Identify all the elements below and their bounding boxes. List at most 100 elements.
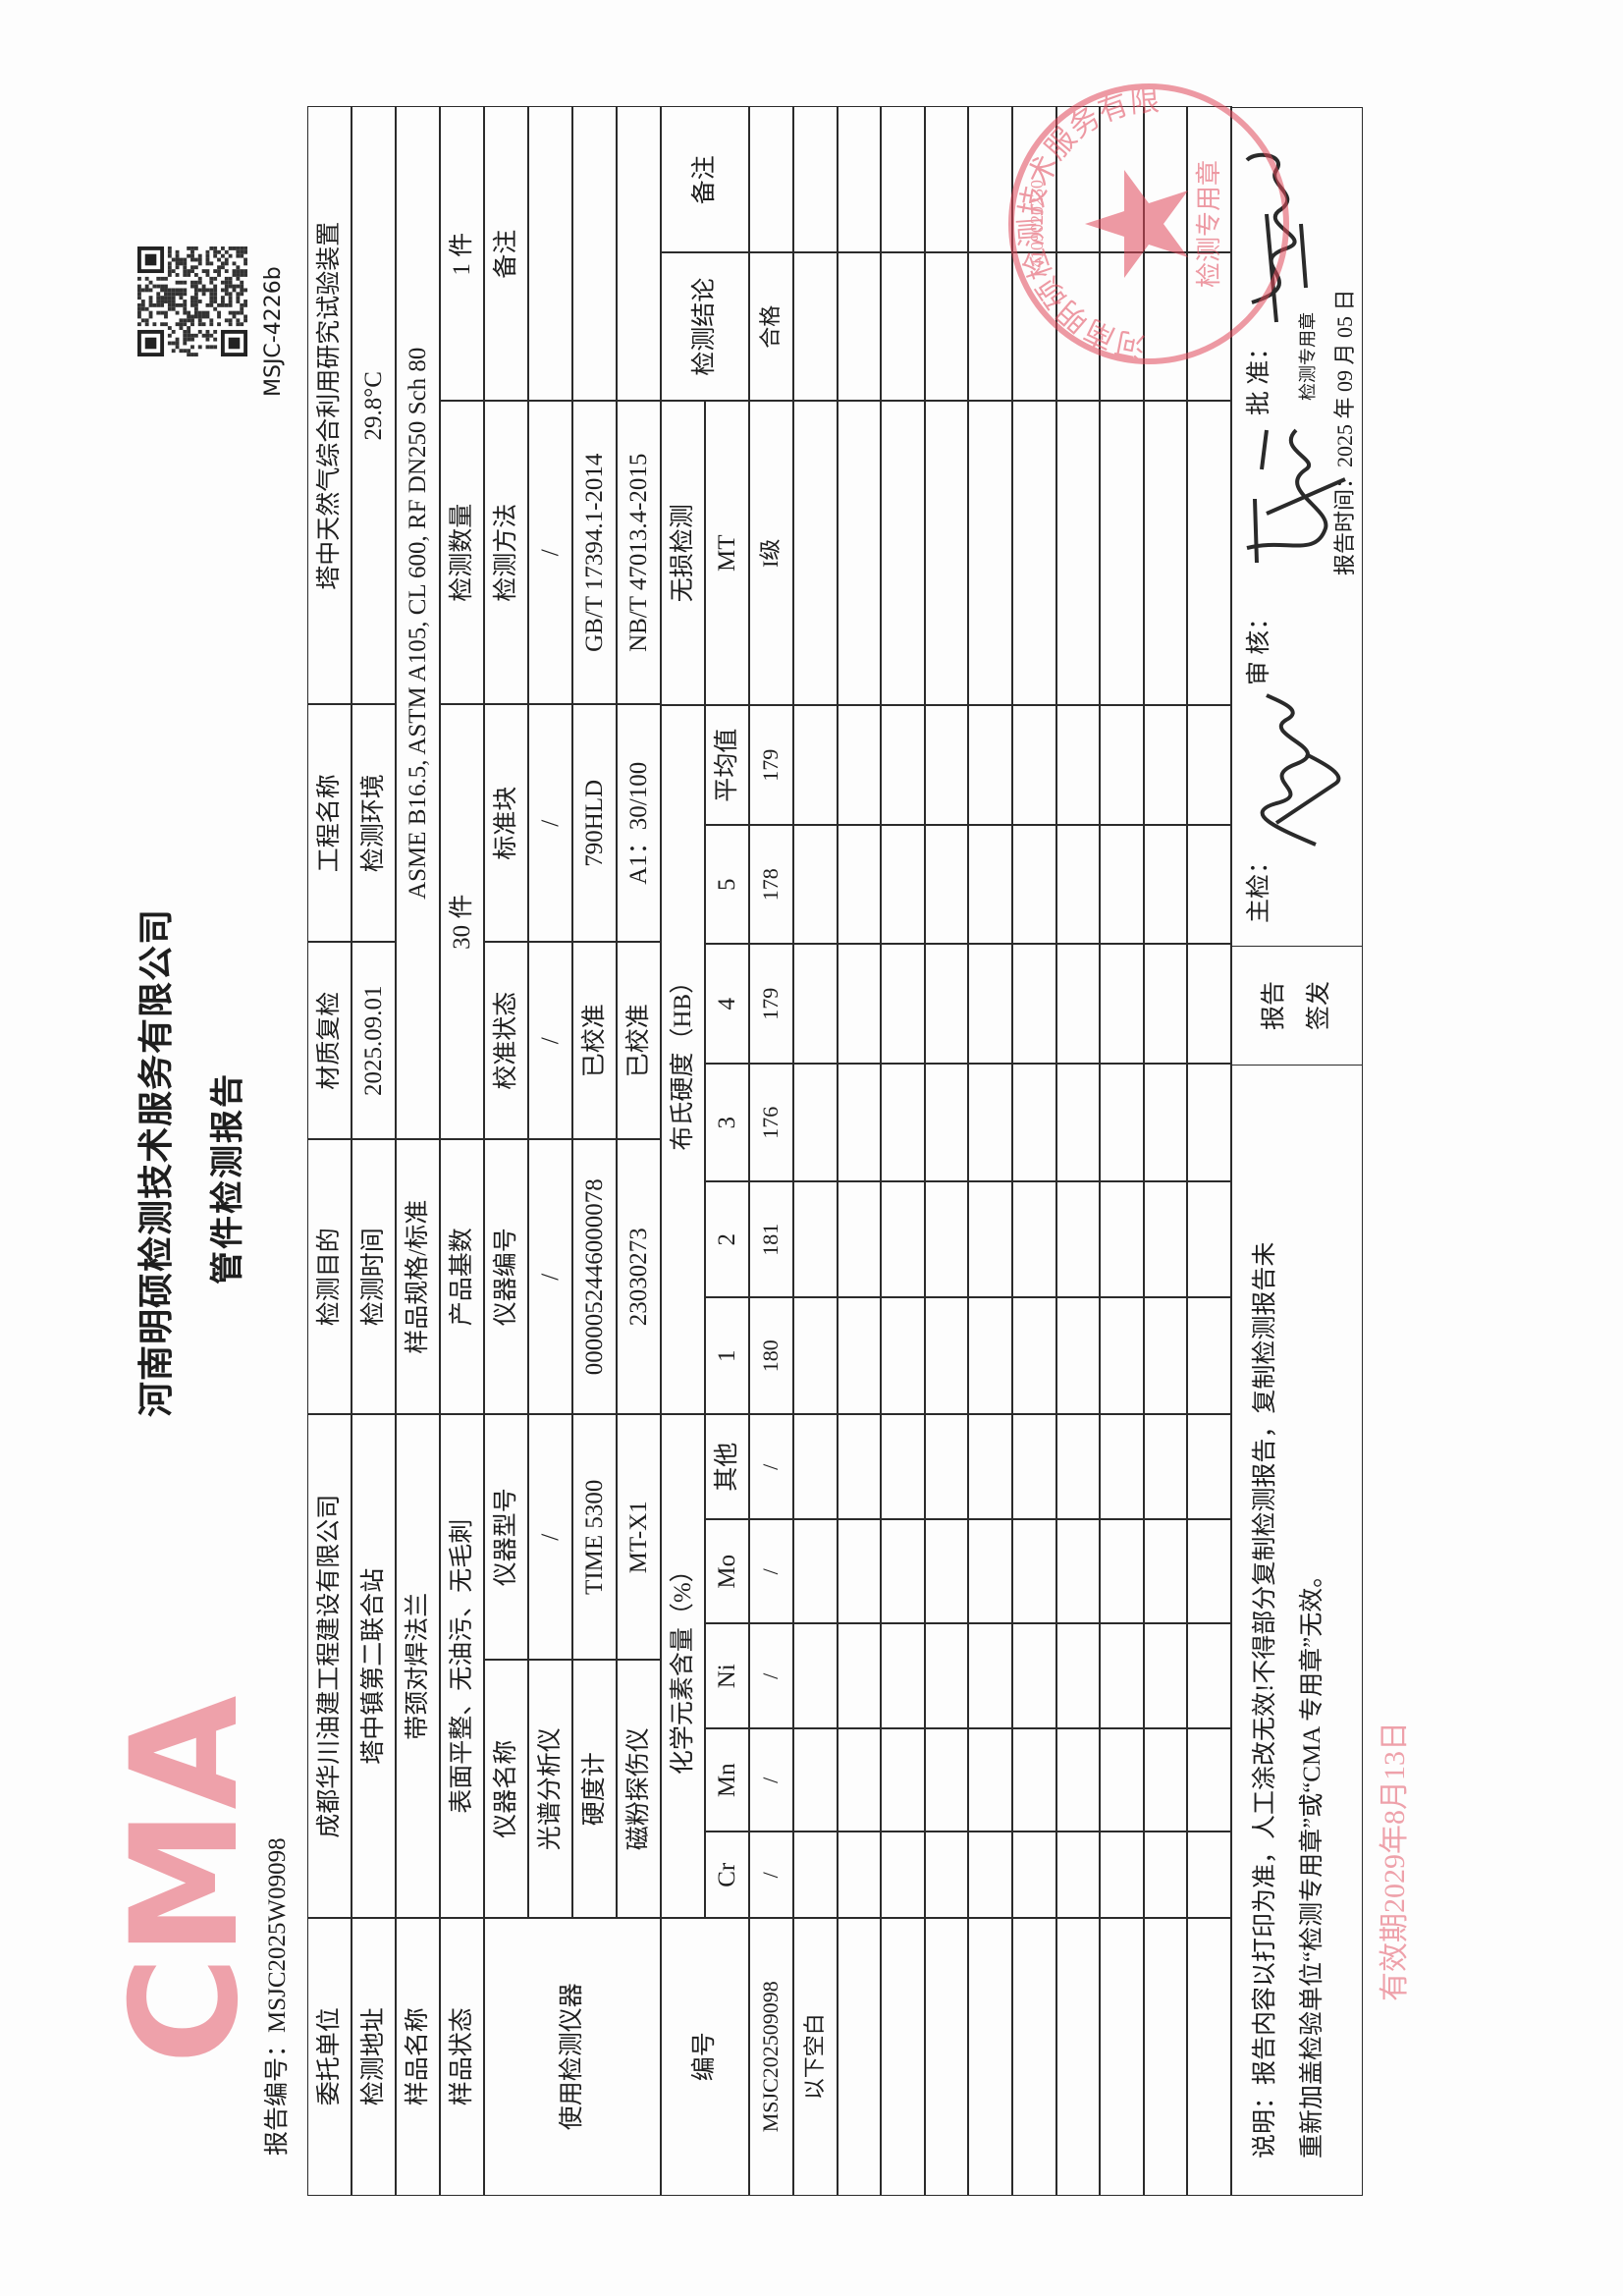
environment-label: 检测环境 bbox=[351, 703, 397, 943]
hardness-subheader: 5 bbox=[704, 824, 750, 945]
empty-cell bbox=[880, 1727, 926, 1832]
empty-cell bbox=[1011, 400, 1057, 706]
empty-cell bbox=[1099, 106, 1145, 253]
empty-cell bbox=[1143, 704, 1188, 826]
empty-cell bbox=[880, 1622, 926, 1729]
empty-cell bbox=[1055, 1413, 1101, 1520]
issue-label-2: 签发 bbox=[1305, 981, 1332, 1031]
empty-cell bbox=[924, 1622, 969, 1729]
empty-cell bbox=[837, 824, 882, 945]
end-note: 以下空白 bbox=[792, 1917, 839, 2196]
empty-cell bbox=[1011, 1518, 1057, 1624]
instrument-cell: / bbox=[527, 703, 573, 943]
empty-cell bbox=[1186, 106, 1232, 253]
empty-cell bbox=[1011, 106, 1057, 253]
empty-cell bbox=[1055, 400, 1101, 706]
empty-cell bbox=[924, 824, 969, 945]
base-qty-label: 产品基数 bbox=[439, 1138, 485, 1415]
inspector-label: 主检： bbox=[1246, 848, 1272, 923]
empty-cell bbox=[1055, 251, 1101, 402]
cma-lettering: CMA bbox=[100, 1696, 271, 2064]
instrument-cell: TIME 5300 bbox=[571, 1413, 618, 1661]
chem-value: / bbox=[748, 1413, 794, 1520]
empty-cell bbox=[1055, 943, 1101, 1065]
sample-name-label: 样品名称 bbox=[395, 1917, 441, 2196]
empty-cell bbox=[924, 1727, 969, 1832]
empty-cell bbox=[792, 1622, 839, 1729]
instrument-cell: 光谱分析仪 bbox=[527, 1659, 573, 1919]
instrument-header: 仪器编号 bbox=[483, 1138, 529, 1415]
empty-cell bbox=[792, 1296, 839, 1415]
reviewer-label: 审 核： bbox=[1246, 605, 1272, 685]
instrument-cell: MT-X1 bbox=[616, 1413, 662, 1661]
issue-label-cell: 报告 签发 bbox=[1230, 946, 1363, 1066]
base-qty-value: 30 件 bbox=[439, 703, 485, 1140]
note-line-1: 说明：报告内容以打印为准，人工涂改无效!不得部分复制检测报告，复制检测报告未 bbox=[1252, 1241, 1278, 2159]
empty-cell bbox=[967, 1831, 1013, 1919]
empty-cell bbox=[1011, 1917, 1057, 2196]
empty-cell bbox=[1099, 704, 1145, 826]
id-header: 编号 bbox=[660, 1917, 750, 2196]
spec-label: 样品规格/标准 bbox=[395, 1138, 441, 1415]
client-label: 委托单位 bbox=[307, 1917, 352, 2196]
chem-subheader: Cr bbox=[704, 1831, 750, 1919]
instrument-cell: 790HLD bbox=[571, 703, 618, 943]
sample-state-value: 表面平整、无油污、无毛刺 bbox=[439, 1413, 485, 1919]
address-value: 塔中镇第二联合站 bbox=[351, 1413, 397, 1919]
empty-cell bbox=[967, 1917, 1013, 2196]
empty-cell bbox=[967, 1622, 1013, 1729]
empty-cell bbox=[924, 1063, 969, 1182]
empty-cell bbox=[924, 400, 969, 706]
empty-cell bbox=[880, 106, 926, 253]
empty-cell bbox=[1143, 251, 1188, 402]
empty-cell bbox=[792, 400, 839, 706]
empty-cell bbox=[967, 106, 1013, 253]
empty-cell bbox=[1143, 1063, 1188, 1182]
empty-cell bbox=[1011, 1727, 1057, 1832]
empty-cell bbox=[837, 943, 882, 1065]
environment-value: 29.8°C bbox=[351, 106, 397, 705]
instrument-cell: / bbox=[527, 1138, 573, 1415]
empty-cell bbox=[924, 704, 969, 826]
empty-cell bbox=[880, 1917, 926, 2196]
empty-cell bbox=[1055, 1917, 1101, 2196]
purpose-label: 检测目的 bbox=[307, 1138, 352, 1415]
instrument-cell bbox=[616, 106, 662, 402]
instrument-header: 检测方法 bbox=[483, 400, 529, 705]
empty-cell bbox=[924, 1413, 969, 1520]
empty-cell bbox=[880, 1518, 926, 1624]
empty-cell bbox=[1011, 1622, 1057, 1729]
note-line-2: 重新加盖检验单位“检测专用章”或“CMA 专用章”无效。 bbox=[1299, 1562, 1325, 2159]
ndt-header: 无损检测 bbox=[660, 400, 706, 706]
empty-cell bbox=[1186, 1180, 1232, 1298]
purpose-value: 材质复检 bbox=[307, 941, 352, 1140]
hardness-value: 181 bbox=[748, 1180, 794, 1298]
hardness-subheader: 1 bbox=[704, 1296, 750, 1415]
empty-cell bbox=[1143, 1727, 1188, 1832]
hardness-subheader: 2 bbox=[704, 1180, 750, 1298]
empty-cell bbox=[1055, 1296, 1101, 1415]
empty-cell bbox=[837, 251, 882, 402]
empty-cell bbox=[1143, 1917, 1188, 2196]
form-code: MSJC-4226b bbox=[261, 266, 286, 397]
empty-cell bbox=[1186, 824, 1232, 945]
empty-cell bbox=[924, 251, 969, 402]
empty-cell bbox=[792, 106, 839, 253]
empty-cell bbox=[1055, 824, 1101, 945]
instrument-cell: / bbox=[527, 1413, 573, 1661]
instrument-cell: / bbox=[527, 941, 573, 1140]
empty-cell bbox=[1186, 1518, 1232, 1624]
empty-cell bbox=[1186, 1296, 1232, 1415]
empty-cell bbox=[1143, 824, 1188, 945]
report-date: 报告时间：2025 年 09 月 05 日 bbox=[1332, 289, 1357, 575]
empty-cell bbox=[792, 1180, 839, 1298]
empty-cell bbox=[1099, 1622, 1145, 1729]
empty-cell bbox=[1099, 1917, 1145, 2196]
test-qty-label: 检测数量 bbox=[439, 400, 485, 705]
chem-subheader: Ni bbox=[704, 1622, 750, 1729]
hardness-subheader: 平均值 bbox=[704, 704, 750, 826]
hardness-value: 179 bbox=[748, 943, 794, 1065]
instrument-cell: NB/T 47013.4-2015 bbox=[616, 400, 662, 705]
empty-cell bbox=[880, 1296, 926, 1415]
